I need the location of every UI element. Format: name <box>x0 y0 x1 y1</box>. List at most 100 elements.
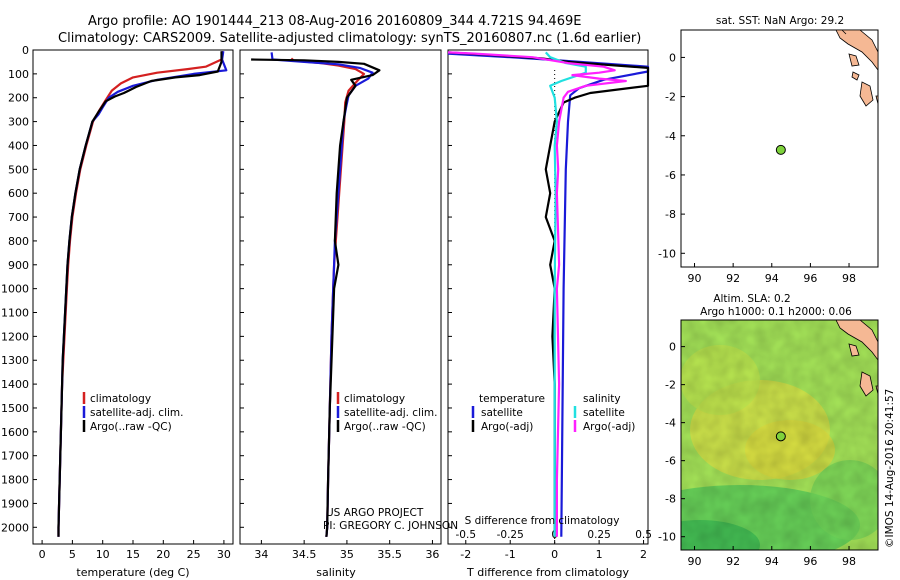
sla-heatmap <box>681 320 878 550</box>
x-tick-label: 0 <box>39 548 46 561</box>
legend-label-s-satellite: satellite <box>583 407 625 419</box>
map-x-tick-label: 98 <box>842 555 856 568</box>
series-line-argo <box>57 51 223 537</box>
map-y-tick-label: -4 <box>665 130 676 143</box>
land-island <box>859 371 874 397</box>
sla-map-float <box>775 431 786 442</box>
legend-label-satellite: satellite-adj. clim. <box>344 407 437 419</box>
coastline <box>841 29 847 35</box>
temperature-x-axis: 0 5 10 15 20 25 30 <box>39 540 231 561</box>
depth-tick-label: 400 <box>8 139 29 152</box>
float-position-marker <box>775 431 786 442</box>
legend-heading-temperature: temperature <box>479 393 545 405</box>
map-x-tick-label: 90 <box>688 555 702 568</box>
float-position-marker <box>775 144 786 155</box>
x-tick-label-s: 0.25 <box>587 529 610 541</box>
map-x-tick-label: 96 <box>803 555 817 568</box>
depth-tick-label: 1100 <box>1 307 29 320</box>
map-y-tick-label: -10 <box>658 247 676 260</box>
map-x-tick-label: 94 <box>765 272 779 285</box>
temperature-legend: climatology satellite-adj. clim. Argo(..… <box>82 392 183 433</box>
depth-tick-label: 1500 <box>1 402 29 415</box>
land-island <box>848 53 860 67</box>
x-tick-label-t: 1 <box>596 548 603 561</box>
x-tick-label-s: -0.5 <box>456 529 477 541</box>
sst-map-frame <box>680 29 879 268</box>
x-tick-label-s: -0.25 <box>497 529 524 541</box>
series-line-argo <box>251 58 381 537</box>
x-tick-label: 34 <box>254 548 268 561</box>
x-tick-label: 34.5 <box>292 548 317 561</box>
depth-tick-label: 100 <box>8 68 29 81</box>
sst-map-axes: 90 92 94 96 98 0 -2 -4 -6 -8 -10 <box>658 51 856 285</box>
map-x-tick-label: 98 <box>842 272 856 285</box>
sla-map-title-line2: Argo h1000: 0.1 h2000: 0.06 <box>700 306 852 318</box>
map-x-tick-label: 96 <box>803 272 817 285</box>
legend-label-satellite: satellite-adj. clim. <box>90 407 183 419</box>
legend-heading-salinity: salinity <box>583 393 621 405</box>
map-y-tick-label: -4 <box>665 417 676 430</box>
depth-tick-label: 800 <box>8 235 29 248</box>
map-x-tick-label: 92 <box>726 272 740 285</box>
depth-tick-label: 1700 <box>1 450 29 463</box>
sla-map-axes: 90 92 94 96 98 0 -2 -4 -6 -8 -10 <box>658 341 856 568</box>
sla-map-title-line1: Altim. SLA: 0.2 <box>713 293 790 305</box>
series-line-climatology <box>57 51 224 537</box>
x-tick-label: 35 <box>340 548 354 561</box>
difference-legend: temperature satellite Argo(-adj) salinit… <box>471 393 635 433</box>
legend-label-t-argo: Argo(-adj) <box>481 421 533 433</box>
series-line-satellite <box>57 51 228 537</box>
sst-map-land <box>835 29 879 107</box>
depth-tick-label: 1400 <box>1 378 29 391</box>
salinity-series <box>251 52 381 537</box>
legend-label-climatology: climatology <box>344 393 405 405</box>
depth-tick-label: 900 <box>8 259 29 272</box>
depth-tick-label: 1600 <box>1 426 29 439</box>
land-island <box>875 95 879 105</box>
figure-title-line2: Climatology: CARS2009. Satellite-adjuste… <box>58 31 641 46</box>
series-line-cyan <box>544 51 587 537</box>
difference-series <box>447 51 650 537</box>
map-x-tick-label: 94 <box>765 555 779 568</box>
legend-label-t-satellite: satellite <box>481 407 523 419</box>
temperature-panel-frame <box>32 49 234 545</box>
map-y-tick-label: -2 <box>665 91 676 104</box>
x-tick-label-s: 0.5 <box>635 529 652 541</box>
map-y-tick-label: -8 <box>665 493 676 506</box>
legend-label-argo: Argo(..raw -QC) <box>90 421 172 433</box>
timestamp-stamp: ©IMOS 14-Aug-2016 20:41:57 <box>884 389 896 548</box>
map-y-tick-label: -2 <box>665 379 676 392</box>
salinity-xlabel: salinity <box>316 566 356 579</box>
land-sumatra <box>835 29 879 72</box>
depth-tick-label: 300 <box>8 116 29 129</box>
temperature-xlabel: temperature (deg C) <box>76 566 189 579</box>
sst-map-title: sat. SST: NaN Argo: 29.2 <box>716 15 844 27</box>
x-tick-label-t: 0 <box>551 548 558 561</box>
map-y-tick-label: -6 <box>665 455 676 468</box>
project-label: US ARGO PROJECT <box>326 507 424 519</box>
depth-tick-label: 200 <box>8 92 29 105</box>
x-tick-label: 15 <box>126 548 140 561</box>
sst-map-float <box>775 144 786 155</box>
x-tick-label-t: -1 <box>505 548 516 561</box>
land-sumatra <box>835 320 878 361</box>
pi-label: PI: GREGORY C. JOHNSON <box>323 520 458 532</box>
map-y-tick-label: -8 <box>665 208 676 221</box>
x-tick-label: 36 <box>425 548 439 561</box>
difference-xlabel-t: T difference from climatology <box>466 566 629 579</box>
x-tick-label: 30 <box>217 548 231 561</box>
legend-label-s-argo: Argo(-adj) <box>583 421 635 433</box>
map-x-tick-label: 92 <box>726 555 740 568</box>
map-y-tick-label: -6 <box>665 169 676 182</box>
salinity-legend: climatology satellite-adj. clim. Argo(..… <box>336 392 437 433</box>
x-tick-label: 10 <box>96 548 110 561</box>
map-y-tick-label: 0 <box>669 341 676 354</box>
depth-tick-label: 700 <box>8 211 29 224</box>
depth-tick-label: 1000 <box>1 283 29 296</box>
land-island <box>848 343 860 357</box>
x-tick-label-t: 2 <box>640 548 647 561</box>
x-tick-label: 35.5 <box>377 548 402 561</box>
x-tick-label-t: -2 <box>460 548 471 561</box>
series-line-satellite <box>447 52 650 537</box>
land-island <box>859 81 874 107</box>
